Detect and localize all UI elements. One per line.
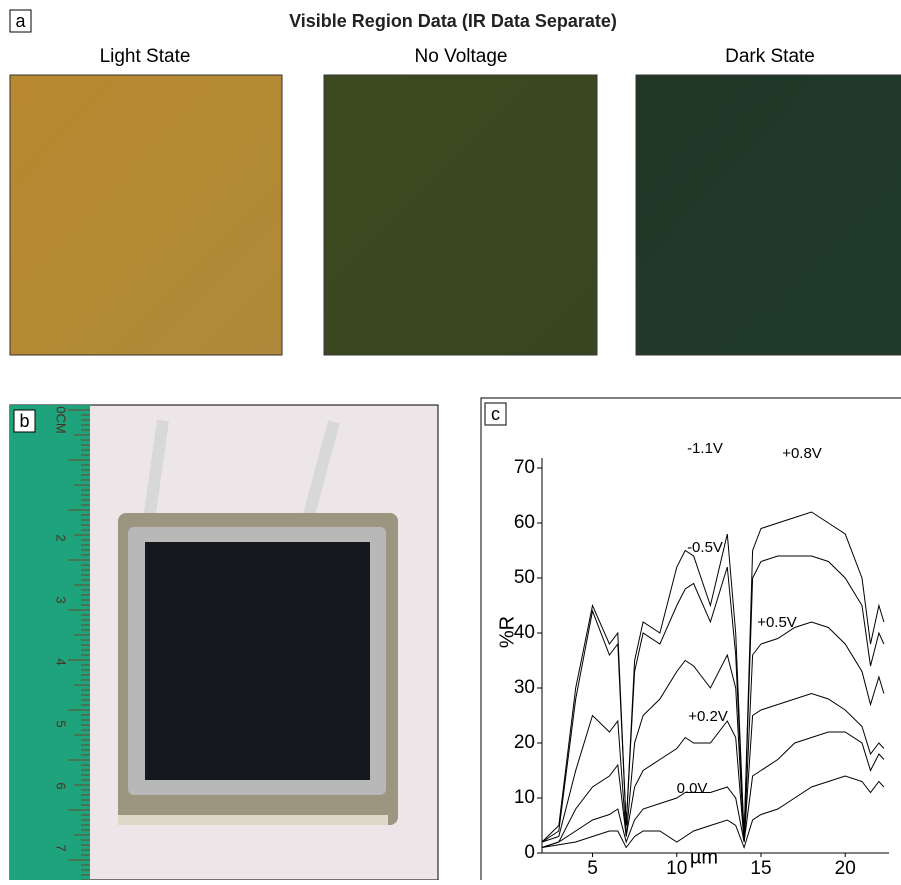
y-tick-label: 70 xyxy=(514,457,535,478)
y-tick-label: 50 xyxy=(514,567,535,588)
series-label: +0.8V xyxy=(782,445,822,462)
light-state-photo xyxy=(10,75,282,355)
image-label: No Voltage xyxy=(415,46,508,67)
ruler-label: 2 xyxy=(54,534,69,541)
ruler-label: 5 xyxy=(54,720,69,727)
image-label: Dark State xyxy=(725,46,815,67)
ruler-label: 4 xyxy=(54,658,69,665)
y-tick-label: 20 xyxy=(514,732,535,753)
panel-label: c xyxy=(491,404,500,424)
series-label: -0.5V xyxy=(687,539,723,556)
y-tick-label: 60 xyxy=(514,512,535,533)
ruler-label: 0CM xyxy=(54,406,69,433)
device-photo xyxy=(10,405,438,880)
x-axis-label: µm xyxy=(690,846,718,868)
panel-label: a xyxy=(15,11,26,31)
x-tick-label: 10 xyxy=(666,858,687,879)
ruler-label: 3 xyxy=(54,596,69,603)
panel-label: b xyxy=(19,411,29,431)
y-tick-label: 0 xyxy=(524,842,535,863)
ruler-label: 6 xyxy=(54,782,69,789)
figure: a Visible Region Data (IR Data Separate)… xyxy=(0,0,901,880)
chart-frame xyxy=(481,398,901,880)
image-label: Light State xyxy=(100,46,191,67)
y-tick-label: 30 xyxy=(514,677,535,698)
x-tick-label: 15 xyxy=(750,858,771,879)
y-tick-label: 40 xyxy=(514,622,535,643)
dark-state-photo xyxy=(636,75,901,355)
series-label: 0.0V xyxy=(677,780,708,797)
series-label: +0.5V xyxy=(757,614,797,631)
panel-title: Visible Region Data (IR Data Separate) xyxy=(289,11,617,31)
x-tick-label: 20 xyxy=(835,858,856,879)
series-label: -1.1V xyxy=(687,440,723,457)
series-label: +0.2V xyxy=(688,708,728,725)
ruler-label: 7 xyxy=(54,844,69,851)
y-tick-label: 10 xyxy=(514,787,535,808)
no-voltage-photo xyxy=(324,75,597,355)
x-tick-label: 5 xyxy=(587,858,598,879)
